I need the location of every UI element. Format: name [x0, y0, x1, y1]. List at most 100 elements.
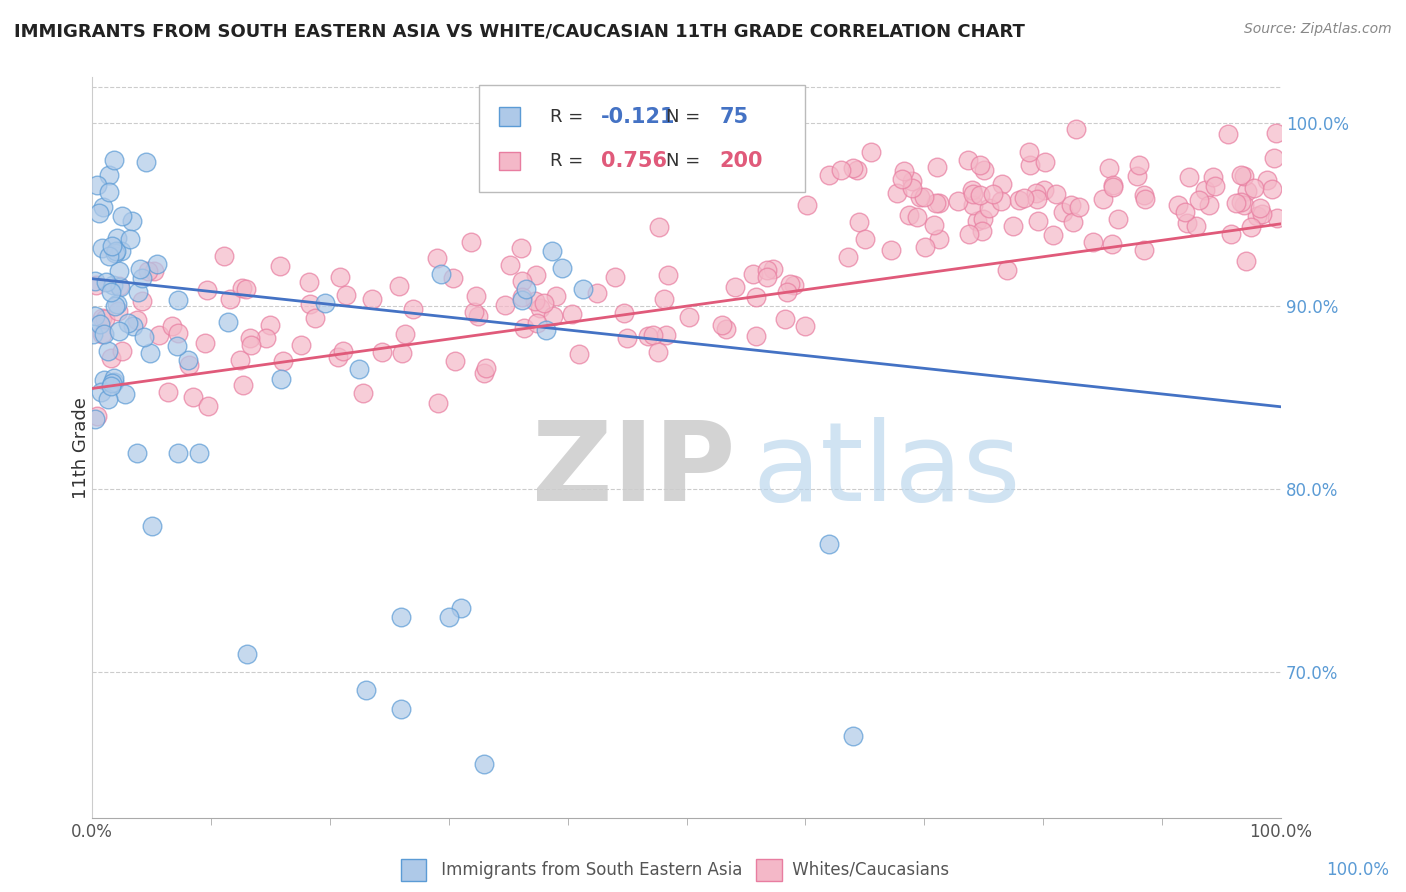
- Text: -0.121: -0.121: [600, 107, 675, 127]
- Point: [841, 161, 863, 175]
- Point: [391, 345, 413, 359]
- Point: [1261, 182, 1284, 196]
- Point: [924, 218, 946, 232]
- Point: [568, 347, 591, 361]
- Point: [97, 392, 120, 406]
- Point: [1097, 161, 1119, 175]
- Point: [97, 344, 120, 359]
- Point: [499, 258, 522, 272]
- Point: [586, 285, 609, 300]
- Point: [139, 346, 162, 360]
- Point: [121, 213, 143, 227]
- Point: [1052, 205, 1074, 219]
- Point: [352, 385, 374, 400]
- Point: [239, 331, 262, 345]
- Point: [148, 327, 170, 342]
- Point: [546, 289, 568, 303]
- Point: [125, 313, 148, 327]
- Point: [188, 445, 211, 459]
- Point: [648, 219, 671, 234]
- Point: [304, 310, 326, 325]
- Point: [1178, 170, 1201, 185]
- Point: [212, 250, 235, 264]
- FancyBboxPatch shape: [499, 107, 520, 126]
- Point: [332, 344, 354, 359]
- Point: [995, 262, 1018, 277]
- Point: [329, 270, 352, 285]
- Point: [83, 412, 105, 426]
- Text: Whites/Caucasians: Whites/Caucasians: [787, 861, 949, 879]
- Point: [90, 240, 112, 254]
- Text: Source: ZipAtlas.com: Source: ZipAtlas.com: [1244, 22, 1392, 37]
- Point: [1025, 186, 1047, 200]
- Point: [1188, 193, 1211, 207]
- Point: [134, 330, 156, 344]
- Point: [389, 610, 412, 624]
- Point: [460, 235, 482, 249]
- Point: [745, 328, 768, 343]
- Point: [891, 171, 914, 186]
- Point: [84, 274, 107, 288]
- Point: [219, 292, 242, 306]
- Point: [1026, 214, 1049, 228]
- Point: [513, 321, 536, 335]
- Point: [510, 274, 533, 288]
- Point: [962, 198, 984, 212]
- Point: [166, 339, 188, 353]
- Point: [314, 296, 336, 310]
- Point: [1175, 216, 1198, 230]
- Point: [450, 601, 472, 615]
- Point: [91, 311, 114, 326]
- Point: [1204, 178, 1226, 193]
- Point: [1229, 168, 1251, 182]
- Point: [104, 299, 127, 313]
- Point: [101, 376, 124, 391]
- Point: [127, 285, 149, 299]
- Text: N =: N =: [666, 108, 706, 126]
- Point: [724, 280, 747, 294]
- Point: [962, 187, 984, 202]
- Point: [990, 194, 1012, 208]
- Point: [969, 158, 991, 172]
- Point: [925, 195, 948, 210]
- Point: [107, 304, 129, 318]
- Point: [100, 239, 122, 253]
- Point: [437, 610, 460, 624]
- Point: [572, 281, 595, 295]
- Point: [1246, 210, 1268, 224]
- Text: R =: R =: [550, 153, 589, 170]
- Point: [1218, 128, 1240, 142]
- Point: [1185, 219, 1208, 234]
- Point: [912, 189, 935, 203]
- Point: [613, 306, 636, 320]
- Point: [1018, 145, 1040, 160]
- Point: [859, 145, 882, 159]
- Point: [100, 285, 122, 300]
- Point: [1101, 178, 1123, 192]
- Point: [162, 318, 184, 333]
- Point: [117, 316, 139, 330]
- Point: [818, 537, 841, 551]
- Point: [465, 289, 488, 303]
- Point: [82, 327, 104, 342]
- Point: [441, 270, 464, 285]
- Point: [494, 297, 516, 311]
- Point: [842, 729, 865, 743]
- Point: [914, 240, 936, 254]
- Point: [897, 208, 920, 222]
- Point: [335, 288, 357, 302]
- Point: [195, 283, 218, 297]
- Point: [388, 279, 411, 293]
- Point: [1002, 219, 1025, 233]
- Point: [969, 187, 991, 202]
- Point: [1234, 254, 1257, 268]
- Point: [957, 153, 980, 167]
- Point: [1083, 235, 1105, 249]
- Point: [1194, 183, 1216, 197]
- Point: [745, 290, 768, 304]
- Point: [853, 231, 876, 245]
- Point: [1008, 194, 1031, 208]
- Point: [973, 162, 995, 177]
- Point: [347, 362, 370, 376]
- Point: [143, 264, 166, 278]
